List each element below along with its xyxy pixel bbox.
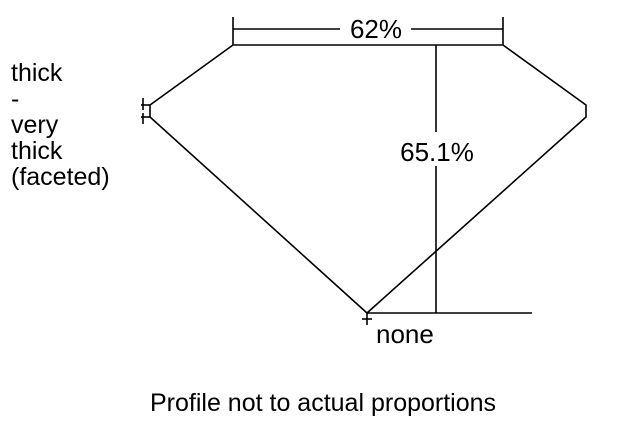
girdle-line: thick bbox=[11, 137, 63, 165]
girdle-label: thick - very thick (faceted) bbox=[11, 60, 110, 190]
table-percent-label: 62% bbox=[350, 14, 402, 44]
caption: Profile not to actual proportions bbox=[150, 389, 497, 417]
gem-outline bbox=[149, 44, 587, 315]
culet-label: none bbox=[376, 319, 434, 349]
girdle-line: (faceted) bbox=[11, 163, 110, 191]
girdle-line: thick bbox=[11, 59, 63, 87]
depth-percent-label: 65.1% bbox=[400, 137, 474, 167]
girdle-line: very bbox=[11, 111, 59, 139]
girdle-line: - bbox=[11, 85, 20, 113]
